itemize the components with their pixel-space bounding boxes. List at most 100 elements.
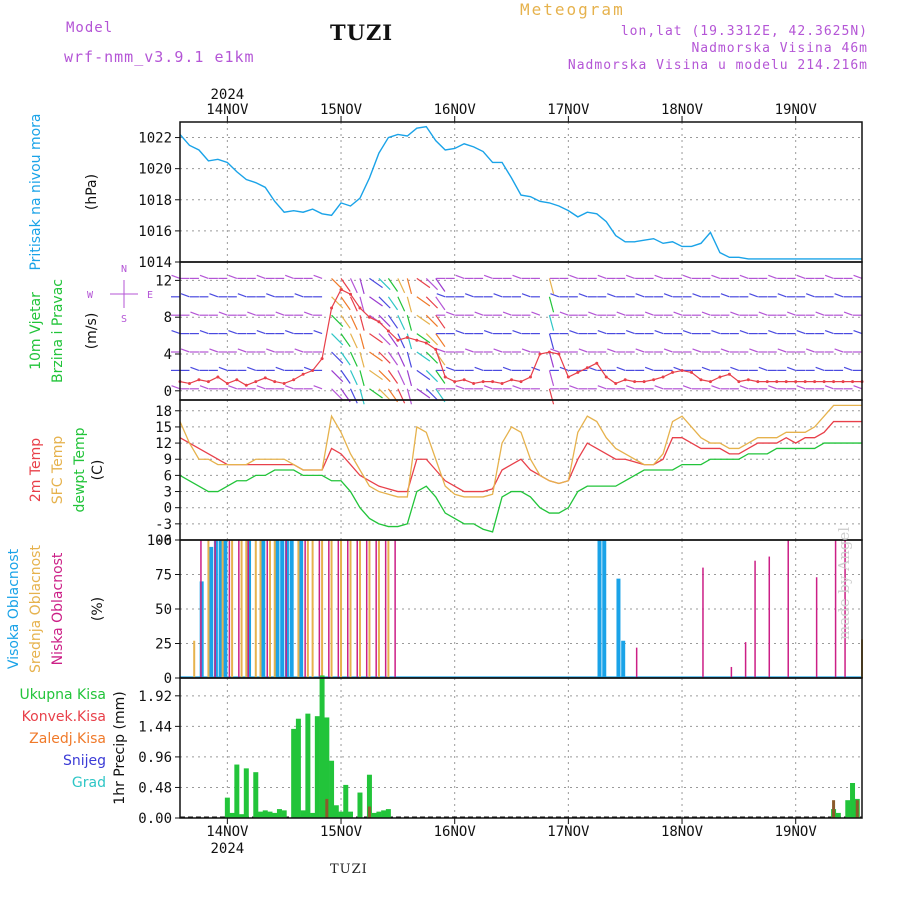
wind-arrow xyxy=(455,274,465,279)
high-cloud-bar xyxy=(280,540,285,678)
low-cloud-bar xyxy=(200,540,202,678)
wind-arrow xyxy=(834,293,844,298)
wind-speed-point xyxy=(642,380,646,384)
wind-speed-point xyxy=(216,375,220,379)
wind-arrow xyxy=(455,385,465,390)
y-tick-label: 100 xyxy=(147,533,172,549)
wind-arrow xyxy=(378,314,391,327)
total-precip-bar xyxy=(835,812,841,818)
wind-arrow xyxy=(397,296,406,312)
total-precip-bar xyxy=(258,811,264,818)
wind-arrow xyxy=(378,277,391,291)
wind-arrow xyxy=(425,351,439,364)
wind-arrow xyxy=(303,366,313,371)
total-precip-bar xyxy=(300,810,306,818)
low-cloud-bar xyxy=(844,540,846,678)
y-tick-label: 1022 xyxy=(138,131,172,147)
y-tick-label: -6 xyxy=(155,533,172,549)
pressure-axis-title: Pritisak na nivou mora xyxy=(28,113,44,270)
wind-arrow xyxy=(502,366,512,371)
wind-arrow xyxy=(435,370,446,384)
wind-arrow xyxy=(256,274,266,279)
wind-arrow xyxy=(578,348,588,353)
wind-speed-point xyxy=(538,352,542,356)
wind-arrow xyxy=(692,348,702,353)
wind-arrow xyxy=(559,311,569,316)
wind-arrow xyxy=(796,385,806,390)
wind-arrow xyxy=(644,311,654,316)
station-title: TUZI xyxy=(330,20,394,45)
wind-arrow xyxy=(425,296,439,309)
day-label-bottom: 19NOV xyxy=(775,824,818,840)
wind-arrow xyxy=(349,278,358,294)
wind-arrow xyxy=(190,366,200,371)
panel-frame xyxy=(179,677,863,819)
wind-arrow xyxy=(548,278,555,295)
wind-arrow xyxy=(331,277,344,291)
wind-arrow xyxy=(416,351,431,362)
cloud-axis-title: Visoka Oblacnost xyxy=(6,548,22,669)
wind-arrow xyxy=(340,333,351,348)
wind-arrow xyxy=(815,366,825,371)
total-precip-bar xyxy=(243,768,249,818)
wind-arrow xyxy=(559,366,569,371)
y-tick-label: 25 xyxy=(155,637,172,653)
wind-speed-point xyxy=(851,380,855,384)
y-tick-label: 4 xyxy=(164,347,172,363)
wind-arrow xyxy=(843,311,853,316)
wind-arrow xyxy=(378,388,391,401)
wind-arrow xyxy=(446,311,455,316)
wind-arrow xyxy=(218,366,228,371)
wind-arrow xyxy=(654,329,664,335)
wind-arrow xyxy=(464,348,474,353)
wind-speed-point xyxy=(282,381,286,385)
credit-watermark: made by Angel xyxy=(835,526,853,640)
wind-arrow xyxy=(387,296,399,311)
low-cloud-bar xyxy=(328,540,330,678)
wind-arrow xyxy=(436,293,446,298)
mid-cloud-bar xyxy=(387,540,390,678)
wind-arrow xyxy=(435,333,446,348)
wind-speed-point xyxy=(737,380,741,384)
wind-arrow xyxy=(758,366,768,371)
model-name: wrf-nmm_v3.9.1 e1km xyxy=(64,48,255,66)
y-tick-label: 1016 xyxy=(138,224,172,240)
wind-speed-point xyxy=(405,335,409,339)
wind-arrow xyxy=(349,388,358,404)
low-cloud-bar xyxy=(238,540,240,678)
wind-arrow xyxy=(749,293,759,298)
mid-cloud-bar xyxy=(297,540,300,678)
wind-arrow xyxy=(209,348,219,353)
wind-arrow xyxy=(340,278,351,292)
y-tick-label: 8 xyxy=(164,310,172,326)
high-cloud-bar xyxy=(602,540,607,678)
wind-speed-point xyxy=(339,288,343,292)
wind-arrow xyxy=(616,311,626,316)
wind-arrow xyxy=(635,293,645,298)
wind-arrow xyxy=(359,278,365,295)
wind-arrow xyxy=(303,311,313,316)
precip-axis-title: 1hr Precip (mm) xyxy=(112,691,128,804)
wind-arrow xyxy=(209,293,219,298)
total-precip-bar xyxy=(291,728,297,818)
low-cloud-bar xyxy=(394,540,396,678)
wind-arrow xyxy=(331,369,344,383)
wind-arrow xyxy=(711,274,721,279)
low-cloud-bar xyxy=(266,540,268,678)
y-tick-label: 6 xyxy=(164,468,172,484)
wind-arrow xyxy=(607,348,616,353)
wind-arrow xyxy=(406,333,413,350)
mid-cloud-bar xyxy=(349,540,352,678)
mid-cloud-bar xyxy=(245,540,248,678)
low-cloud-bar xyxy=(815,577,818,678)
wind-arrow xyxy=(597,329,607,335)
low-cloud-bar xyxy=(304,540,306,678)
wind-arrow xyxy=(199,385,209,390)
high-cloud-bar xyxy=(218,540,223,678)
wind-arrow xyxy=(171,329,181,335)
wind-arrow xyxy=(247,366,256,371)
wind-arrow xyxy=(701,366,711,371)
day-label-top: 15NOV xyxy=(320,102,363,118)
wind-speed-point xyxy=(614,381,618,385)
wind-arrow xyxy=(626,385,635,390)
